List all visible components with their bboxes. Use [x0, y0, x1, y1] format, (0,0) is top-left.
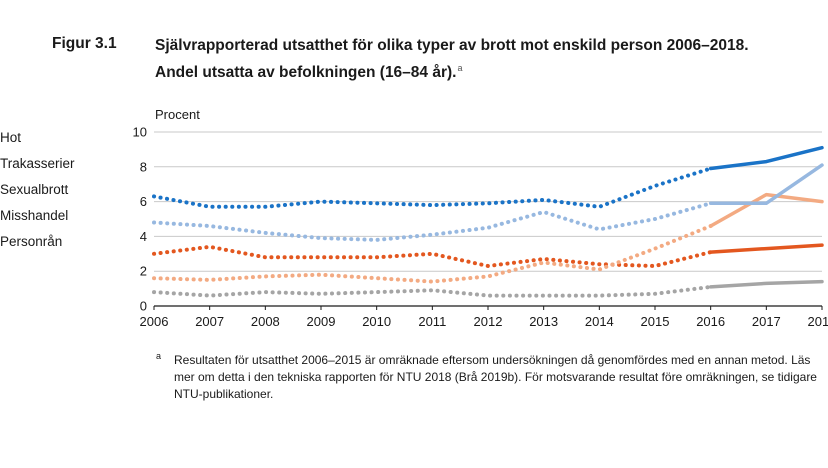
line-chart: 0 2 4 6 8 10 2006 2007 2008 2009 2010 2011 2012 2013 2… — [133, 125, 828, 330]
x-tick-label: 2013 — [529, 314, 558, 329]
figure-title-text: Självrapporterad utsatthet för olika typ… — [155, 37, 749, 82]
x-tick-label: 2017 — [752, 314, 781, 329]
x-tick-label: 2011 — [418, 314, 446, 329]
figure-title: Självrapporterad utsatthet för olika typ… — [155, 35, 795, 84]
series-line-solid-misshandel — [708, 243, 824, 254]
y-tick-label: 6 — [140, 194, 147, 209]
x-tick-label: 2006 — [140, 314, 169, 329]
x-tick-label: 2007 — [195, 314, 224, 329]
series-line-dotted-misshandel — [152, 244, 713, 268]
y-tick-label: 0 — [140, 299, 147, 314]
series-line-dotted-personrn — [152, 284, 713, 298]
series-line-solid-personrn — [708, 279, 824, 289]
y-tick-label: 10 — [133, 125, 147, 140]
series-line-solid-hot — [708, 145, 824, 171]
y-tick-label: 8 — [140, 159, 147, 174]
footnote-mark: a — [156, 351, 162, 361]
footnote: a Resultaten för utsatthet 2006–2015 är … — [156, 351, 818, 403]
x-tick-label: 2016 — [696, 314, 725, 329]
x-tick-label: 2015 — [641, 314, 670, 329]
y-tick-label: 2 — [140, 264, 147, 279]
series-line-dotted-trakasserier — [152, 201, 713, 242]
legend-item-hot: Hot — [0, 130, 22, 145]
legend-item-misshandel: Misshandel — [0, 208, 69, 223]
legend-item-trakasserier: Trakasserier — [0, 156, 75, 171]
x-tick-label: 2012 — [474, 314, 503, 329]
x-tick-label: 2014 — [585, 314, 614, 329]
x-tick-label: 2008 — [251, 314, 280, 329]
footnote-text: Resultaten för utsatthet 2006–2015 är om… — [174, 353, 817, 401]
figure-title-footnote-mark: a — [457, 63, 463, 73]
series-line-dotted-sexualbrott — [152, 224, 713, 284]
legend-item-personran: Personrån — [0, 234, 63, 249]
legend-item-sexualbrott: Sexualbrott — [0, 182, 69, 197]
series-line-solid-sexualbrott — [708, 192, 824, 228]
y-tick-label: 4 — [140, 229, 147, 244]
x-tick-label: 2010 — [362, 314, 391, 329]
series-line-solid-trakasserier — [708, 163, 824, 206]
series-line-dotted-hot — [152, 166, 713, 209]
figure-label: Figur 3.1 — [52, 35, 117, 52]
y-axis-label: Procent — [155, 107, 200, 122]
x-tick-label: 2009 — [307, 314, 336, 329]
x-tick-label: 2018 — [808, 314, 828, 329]
